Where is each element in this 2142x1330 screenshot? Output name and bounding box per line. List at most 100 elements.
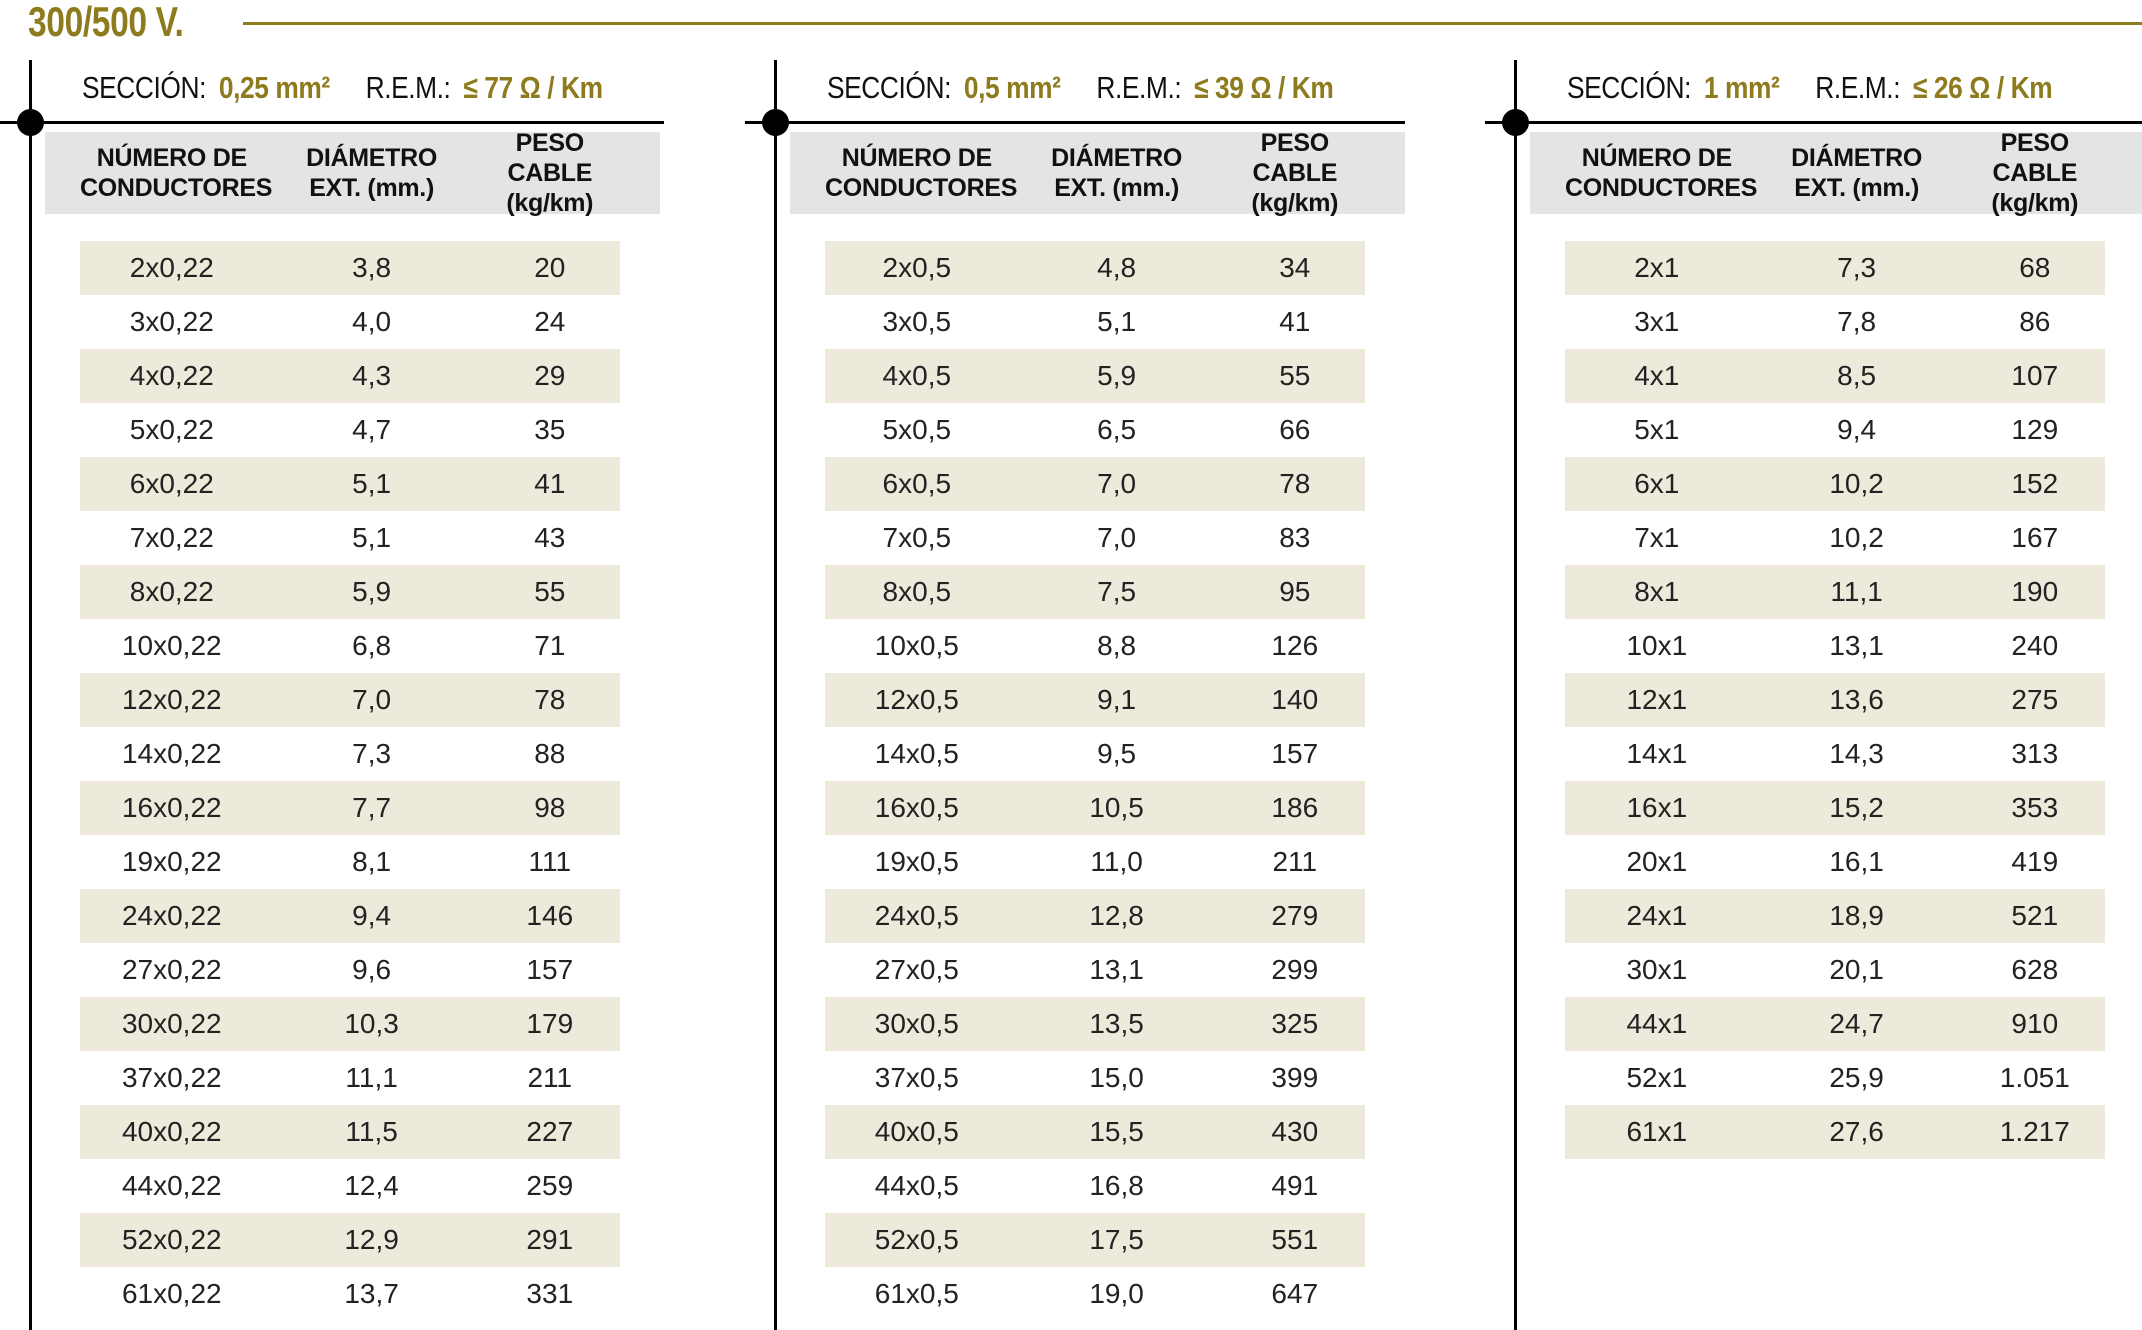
conductors-cell: 2x1 bbox=[1634, 252, 1680, 283]
col-header-weight: PESO CABLE (kg/km) bbox=[480, 129, 620, 217]
conductors-cell: 2x0,22 bbox=[129, 252, 214, 283]
diameter-cell: 12,4 bbox=[344, 1170, 399, 1201]
diameter-cell: 17,5 bbox=[1089, 1224, 1144, 1255]
table-row: 8x1 11,1 190 bbox=[1565, 565, 2105, 619]
conductors-cell: 14x1 bbox=[1626, 738, 1688, 769]
diameter-cell: 7,3 bbox=[352, 738, 392, 769]
conductors-cell: 16x1 bbox=[1626, 792, 1688, 823]
diameter-cell: 5,9 bbox=[1097, 360, 1137, 391]
diameter-cell: 6,5 bbox=[1097, 414, 1137, 445]
section-value: 0,25 mm² bbox=[218, 70, 330, 105]
table-row: 27x0,22 9,6 157 bbox=[80, 943, 620, 997]
table-row: 4x0,22 4,3 29 bbox=[80, 349, 620, 403]
conductors-cell: 20x1 bbox=[1626, 846, 1688, 877]
weight-cell: 211 bbox=[1272, 846, 1318, 877]
weight-cell: 240 bbox=[2011, 630, 2059, 661]
diameter-cell: 14,3 bbox=[1829, 738, 1884, 769]
weight-cell: 910 bbox=[2011, 1008, 2059, 1039]
conductors-cell: 14x0,5 bbox=[874, 738, 959, 769]
diameter-cell: 8,5 bbox=[1837, 360, 1877, 391]
weight-cell: 179 bbox=[526, 1008, 574, 1039]
weight-cell: 35 bbox=[534, 414, 566, 445]
diameter-cell: 19,0 bbox=[1089, 1278, 1144, 1309]
col-header-diameter: DIÁMETRO EXT. (mm.) bbox=[1749, 132, 1965, 214]
rem-label: R.E.M.: bbox=[1815, 70, 1901, 105]
weight-cell: 157 bbox=[1271, 738, 1319, 769]
conductors-cell: 12x1 bbox=[1626, 684, 1688, 715]
weight-cell: 152 bbox=[2011, 468, 2059, 499]
diameter-cell: 5,1 bbox=[352, 522, 392, 553]
conductors-cell: 16x0,22 bbox=[121, 792, 222, 823]
table-row: 10x0,22 6,8 71 bbox=[80, 619, 620, 673]
table-row: 30x0,22 10,3 179 bbox=[80, 997, 620, 1051]
conductors-cell: 61x1 bbox=[1626, 1116, 1688, 1147]
weight-cell: 34 bbox=[1279, 252, 1311, 283]
table-row: 24x0,5 12,8 279 bbox=[825, 889, 1365, 943]
table-row: 2x1 7,3 68 bbox=[1565, 241, 2105, 295]
col-header-line: (kg/km) bbox=[1991, 189, 2079, 217]
section-label: SECCIÓN: bbox=[1567, 70, 1691, 105]
conductors-cell: 61x0,22 bbox=[121, 1278, 222, 1309]
conductors-cell: 3x0,22 bbox=[129, 306, 214, 337]
weight-cell: 167 bbox=[2011, 522, 2059, 553]
weight-cell: 430 bbox=[1271, 1116, 1319, 1147]
col-header-line: (kg/km) bbox=[506, 189, 594, 217]
weight-cell: 29 bbox=[534, 360, 566, 391]
conductors-cell: 2x0,5 bbox=[882, 252, 952, 283]
diameter-cell: 11,1 bbox=[1830, 576, 1883, 607]
conductors-cell: 8x0,5 bbox=[882, 576, 952, 607]
table-header: NÚMERO DE CONDUCTORES DIÁMETRO EXT. (mm.… bbox=[790, 129, 1405, 217]
col-header-line: EXT. (mm.) bbox=[309, 174, 434, 202]
conductors-cell: 30x0,5 bbox=[874, 1008, 959, 1039]
diameter-cell: 5,9 bbox=[352, 576, 392, 607]
section-panel-025mm: SECCIÓN: 0,25 mm² R.E.M.: ≤ 77 Ω / Km NÚ… bbox=[0, 0, 664, 1330]
weight-cell: 190 bbox=[2011, 576, 2059, 607]
conductors-cell: 19x0,5 bbox=[874, 846, 959, 877]
weight-cell: 86 bbox=[2019, 306, 2051, 337]
diameter-cell: 10,2 bbox=[1829, 522, 1884, 553]
weight-cell: 628 bbox=[2011, 954, 2059, 985]
col-header-line: EXT. (mm.) bbox=[1054, 174, 1179, 202]
table-header-grid: NÚMERO DE CONDUCTORES DIÁMETRO EXT. (mm.… bbox=[80, 129, 620, 217]
diameter-cell: 4,8 bbox=[1097, 252, 1137, 283]
weight-cell: 95 bbox=[1279, 576, 1311, 607]
diameter-cell: 6,8 bbox=[352, 630, 392, 661]
conductors-cell: 8x1 bbox=[1634, 576, 1680, 607]
weight-cell: 551 bbox=[1271, 1224, 1319, 1255]
conductors-cell: 16x0,5 bbox=[874, 792, 959, 823]
section-label: SECCIÓN: bbox=[82, 70, 206, 105]
weight-cell: 24 bbox=[534, 306, 566, 337]
col-header-line: CONDUCTORES bbox=[825, 174, 1018, 202]
rem-label: R.E.M.: bbox=[365, 70, 451, 105]
conductors-cell: 37x0,22 bbox=[121, 1062, 222, 1093]
section-value: 0,5 mm² bbox=[963, 70, 1061, 105]
table-row: 52x0,22 12,9 291 bbox=[80, 1213, 620, 1267]
section-value: 1 mm² bbox=[1703, 70, 1780, 105]
table-row: 4x1 8,5 107 bbox=[1565, 349, 2105, 403]
panel-horizontal-rule bbox=[745, 121, 1405, 124]
conductors-cell: 7x0,5 bbox=[882, 522, 952, 553]
diameter-cell: 13,1 bbox=[1829, 630, 1884, 661]
diameter-cell: 25,9 bbox=[1829, 1062, 1884, 1093]
col-header-conductors: NÚMERO DE CONDUCTORES bbox=[825, 132, 1018, 214]
conductors-cell: 30x1 bbox=[1626, 954, 1688, 985]
table-row: 10x1 13,1 240 bbox=[1565, 619, 2105, 673]
conductors-cell: 4x1 bbox=[1634, 360, 1680, 391]
weight-cell: 331 bbox=[526, 1278, 574, 1309]
section-panel-1mm: SECCIÓN: 1 mm² R.E.M.: ≤ 26 Ω / Km NÚMER… bbox=[1485, 0, 2142, 1330]
table-row: 6x0,22 5,1 41 bbox=[80, 457, 620, 511]
table-header-grid: NÚMERO DE CONDUCTORES DIÁMETRO EXT. (mm.… bbox=[825, 129, 1365, 217]
diameter-cell: 9,6 bbox=[352, 954, 392, 985]
table-row: 24x0,22 9,4 146 bbox=[80, 889, 620, 943]
conductors-cell: 12x0,22 bbox=[121, 684, 222, 715]
conductors-cell: 24x1 bbox=[1626, 900, 1688, 931]
diameter-cell: 20,1 bbox=[1829, 954, 1884, 985]
conductors-cell: 4x0,5 bbox=[882, 360, 952, 391]
conductors-cell: 52x1 bbox=[1626, 1062, 1688, 1093]
table-row: 3x0,22 4,0 24 bbox=[80, 295, 620, 349]
weight-cell: 211 bbox=[527, 1062, 573, 1093]
table-row: 5x0,22 4,7 35 bbox=[80, 403, 620, 457]
table-body: 2x0,5 4,8 34 3x0,5 5,1 41 4x0,5 5,9 55 5x0,5 6,5 66… bbox=[825, 241, 1365, 1321]
table-body: 2x0,22 3,8 20 3x0,22 4,0 24 4x0,22 4,3 29 5x0,22 4… bbox=[80, 241, 620, 1321]
